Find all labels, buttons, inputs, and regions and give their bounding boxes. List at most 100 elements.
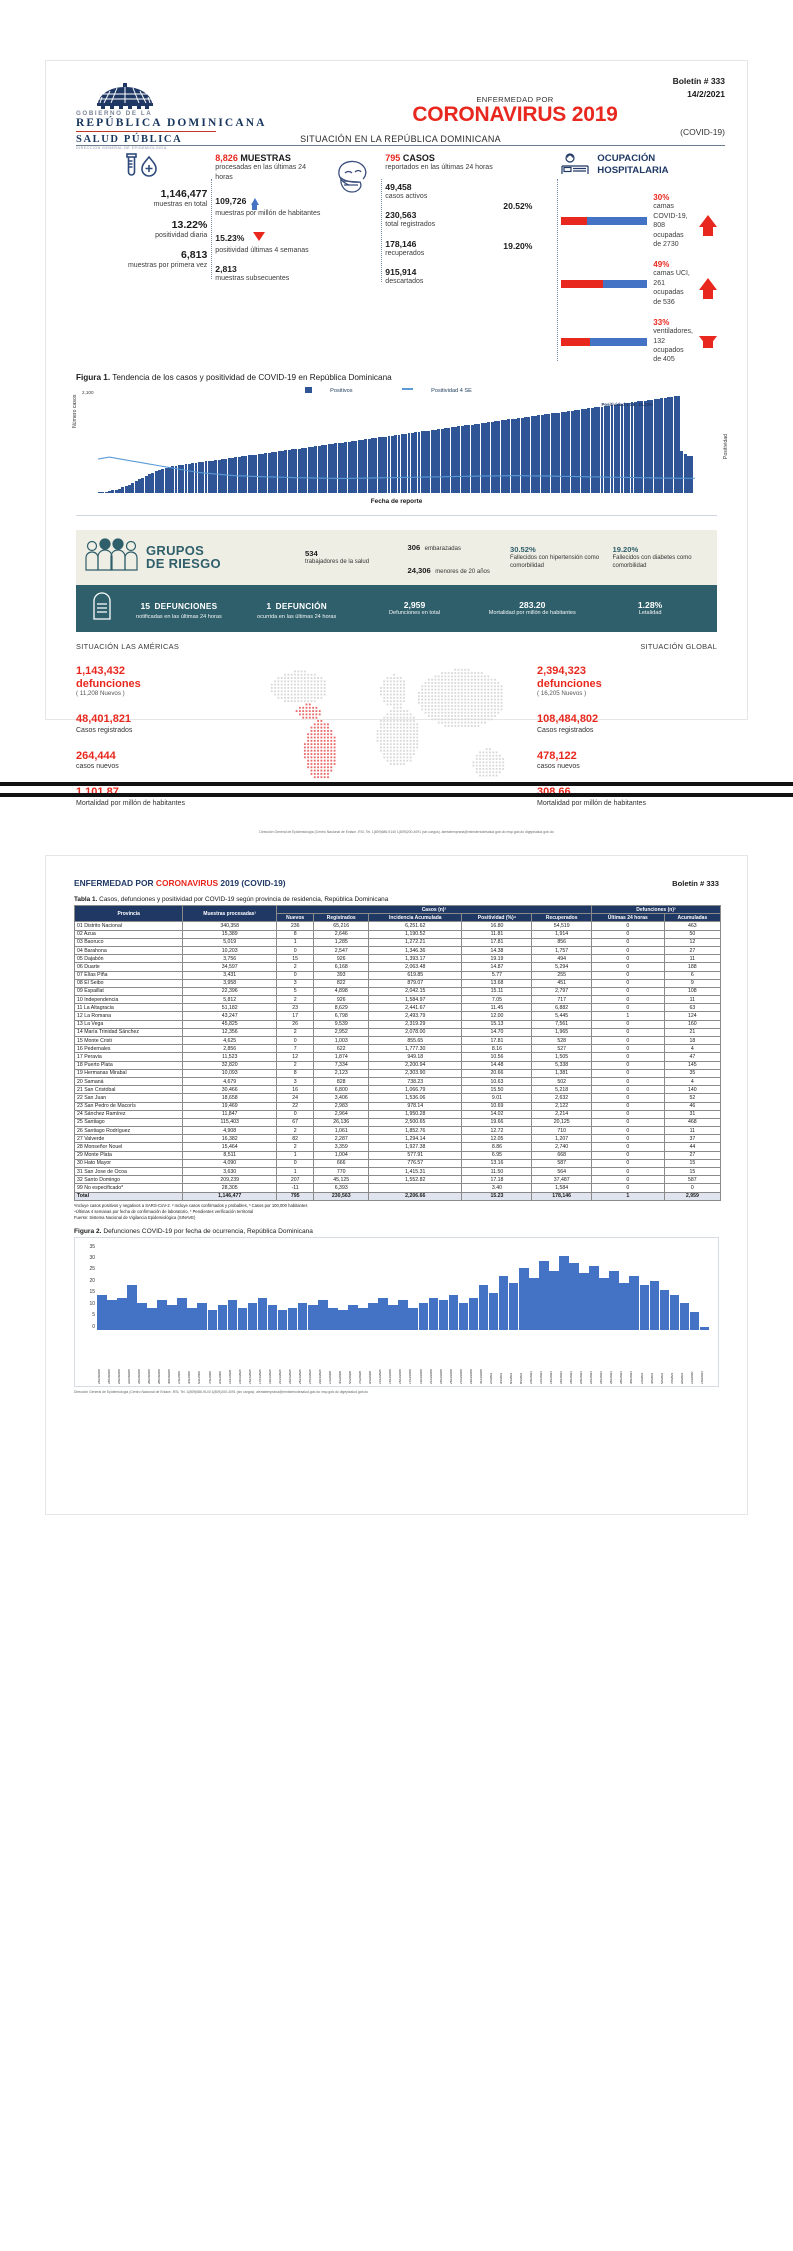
page2-header: ENFERMEDAD POR CORONAVIRUS 2019 (COVID-1… (74, 878, 719, 888)
risk-item-hypertension: 30.52% Fallecidos con hipertensión como … (504, 545, 607, 570)
risk-pregnant-label: embarazadas (424, 545, 461, 552)
risk-pregnant-value: 306 (407, 542, 421, 552)
global-mortality-label: Mortalidad por millón de habitantes (537, 799, 646, 807)
th-incidencia: Incidencia Acumulada (368, 913, 463, 923)
figure1-ylabel-right: Positividad (723, 433, 729, 459)
deaths-lethality: 1.28% Letalidad (591, 600, 709, 618)
beds-occupancy-bar (561, 217, 648, 226)
risk-health-workers-value: 534 (305, 548, 318, 558)
first-time-samples-value: 6,813 (181, 249, 208, 262)
th-muestras: Muestras procesadas¹ (182, 904, 277, 923)
total-cases-label: total registrados (385, 221, 436, 229)
daily-positivity-value: 13.22% (171, 218, 208, 231)
risk-hypertension-label: Fallecidos con hipertensión como comorbi… (510, 554, 600, 569)
th-recuperados: Recuperados (531, 913, 592, 923)
bulletin-number: Boletín # 333 (672, 76, 725, 86)
bulletin-page-1: GOBIERNO DE LA REPÚBLICA DOMINICANA SALU… (45, 60, 748, 834)
table-row: 31 San Jose de Ocoa 3,630 1 770 1,415.31 11.5… (73, 1166, 722, 1177)
page2-bulletin-number: Boletín # 333 (672, 879, 719, 888)
title-prefix: ENFERMEDAD POR (476, 95, 554, 104)
figure1-ylabel: Número casos (72, 394, 78, 428)
americas-deaths-value: 1,143,432 (76, 664, 125, 677)
table-row: 17 Peravia 11,523 12 1,874 949.18 10.56 1,505 0… (73, 1052, 722, 1062)
table1-note-1: ¹Incluye casos positivos y negativos a S… (74, 1202, 308, 1208)
uci-pct-label: camas UCI, 261 ocupadas de 536 (653, 270, 690, 306)
deaths-total-value: 2,959 (403, 599, 426, 610)
positivity-4w-label: positividad últimas 4 semanas (215, 246, 309, 254)
page1-header: GOBIERNO DE LA REPÚBLICA DOMINICANA SALU… (46, 61, 747, 150)
arrow-up-icon (250, 198, 259, 211)
global-new-label: casos nuevos (537, 763, 580, 771)
figure2-yaxis: 35 30 25 20 15 10 5 0 (89, 1243, 95, 1330)
th-nuevos: Nuevos (275, 913, 315, 923)
th-group-cases: Casos (n)² (275, 904, 592, 915)
americas-title: SITUACIÓN LAS AMÉRICAS (76, 641, 180, 651)
table-row: 99 No especificado* 28,305 -11 6,393 3.40 1,5… (73, 1183, 722, 1193)
figure2-caption-text: Defunciones COVID-19 por fecha de ocurre… (101, 1227, 313, 1235)
page1-footer: Dirección General de Epidemiología (Cent… (259, 829, 554, 834)
table-row: 15 Monte Cristi 4,625 0 1,003 855.65 17.81 528… (73, 1035, 722, 1046)
logo-line-gobierno: GOBIERNO DE LA (76, 110, 153, 117)
table-row: 16 Pedernales 2,856 7 622 1,777.30 8.16 527 0 4 (73, 1044, 722, 1054)
table-row: 01 Distrito Nacional 340,358 236 65,216 6,25… (73, 921, 722, 931)
pct-recovered-value: 19.20% (503, 241, 533, 252)
title-subtitle: (COVID-19) (680, 127, 725, 138)
figure1-bars (98, 395, 695, 493)
test-tube-icon (78, 153, 207, 184)
table-row: 14 María Trinidad Sánchez 12,356 2 2,952 2,0… (73, 1027, 722, 1038)
logo-line-direccion: DIRECCIÓN GENERAL DE EPIDEMIOLOGÍA (76, 146, 167, 151)
global-deaths-label: defunciones (537, 677, 602, 690)
table-row: 09 Espaillat 22,396 5 4,898 2,042.15 15.11 2,7… (73, 986, 722, 997)
samples-per-million-label: muestras por millón de habitantes (215, 210, 321, 218)
samples-per-million-value: 109,726 (215, 196, 247, 207)
figure1-annotation: Positividad 4 SE, 15.23% (601, 401, 654, 407)
hospital-title-line1: OCUPACIÓN (597, 153, 656, 165)
americas-cases-label: Casos registrados (76, 726, 133, 734)
legend-line-icon (402, 388, 414, 390)
provinces-table-body: 01 Distrito Nacional 340,358 236 65,216 6,25… (73, 921, 722, 1201)
table-row: 28 Monseñor Nouel 15,464 2 3,359 1,927.38 8.8… (73, 1142, 722, 1152)
uci-trend-up-icon (699, 277, 717, 299)
legend-positivos: Positivos (305, 386, 368, 394)
samples-24h-sub: procesadas en las últimas 24 horas (215, 164, 306, 181)
table-header-group-row: Provincia Muestras procesadas¹ Casos (n)… (73, 904, 722, 923)
discarded-value: 915,914 (385, 266, 417, 277)
masked-face-icon (333, 159, 377, 198)
kpi-samples-24h: 8,826 MUESTRAS procesadas en las últimas… (211, 153, 329, 283)
situation-label: SITUACIÓN EN LA REPÚBLICA DOMINICANA (300, 134, 501, 144)
deaths-total: 2,959 Defunciones en total (356, 600, 474, 618)
world-situation-panel: SITUACIÓN LAS AMÉRICAS 1,143,432 defunci… (76, 641, 717, 834)
table-row: 26 Santiago Rodríguez 4,908 2 1,061 1,852.76… (73, 1126, 722, 1136)
table-row: 06 Duarte 34,597 2 6,168 2,063.48 14.87 5,294 0… (73, 962, 722, 972)
figure2-xaxis: 16/10/2020 18/10/2020 20/10/2020 22/10/2020… (97, 1369, 704, 1384)
deaths-notified-word: DEFUNCIONES (154, 601, 218, 611)
situation-divider (76, 145, 725, 147)
kpi-strip: 1,146,477 muestras en total 13.22% posit… (74, 153, 721, 365)
table-row: 23 San Pedro de Macorís 19,469 22 2,983 978.… (73, 1101, 722, 1111)
risk-hypertension-value: 30.52% (510, 544, 536, 554)
figure1-xlabel: Fecha de reporte (370, 497, 423, 505)
logo-line-salud: SALUD PÚBLICA (76, 133, 183, 145)
situation-banner: SITUACIÓN EN LA REPÚBLICA DOMINICANA (76, 134, 725, 147)
uci-occupancy-bar (561, 279, 648, 288)
figure2-caption-bold: Figura 2. (74, 1227, 102, 1235)
kpi-samples-totals: 1,146,477 muestras en total 13.22% posit… (74, 153, 211, 270)
bulletin-page-2: ENFERMEDAD POR CORONAVIRUS 2019 (COVID-1… (45, 855, 748, 1515)
table-row: 07 Elías Piña 3,431 0 393 619.85 5.77 255 0 6 (73, 970, 722, 980)
deaths-occurred-value: 1 (266, 600, 272, 611)
global-deaths-value: 2,394,323 (537, 664, 586, 677)
world-dot-map (256, 648, 537, 812)
table-row: 11 La Altagracia 51,182 23 8,629 2,441.67 11.… (73, 1003, 722, 1013)
risk-title-line1: GRUPOS (146, 542, 205, 558)
page2-title-post: 2019 (COVID-19) (218, 878, 286, 888)
th-positividad: Positividad (%)⁴ (461, 913, 533, 923)
daily-positivity-label: positividad diaria (155, 231, 208, 239)
vent-trend-down-icon (699, 335, 717, 348)
figure1-ymax: 2,100 (82, 389, 94, 395)
total-samples-value: 1,146,477 (160, 188, 208, 201)
deaths-lethality-label: Letalidad (638, 609, 662, 616)
main-title-block: ENFERMEDAD POR CORONAVIRUS 2019 (COVID-1… (305, 95, 725, 137)
th-ultimas24: Últimas 24 horas (590, 913, 665, 923)
vent-pct-label: ventiladores, 132 ocupados de 405 (653, 328, 693, 364)
legend-positividad: Positividad 4 SE (402, 388, 488, 394)
